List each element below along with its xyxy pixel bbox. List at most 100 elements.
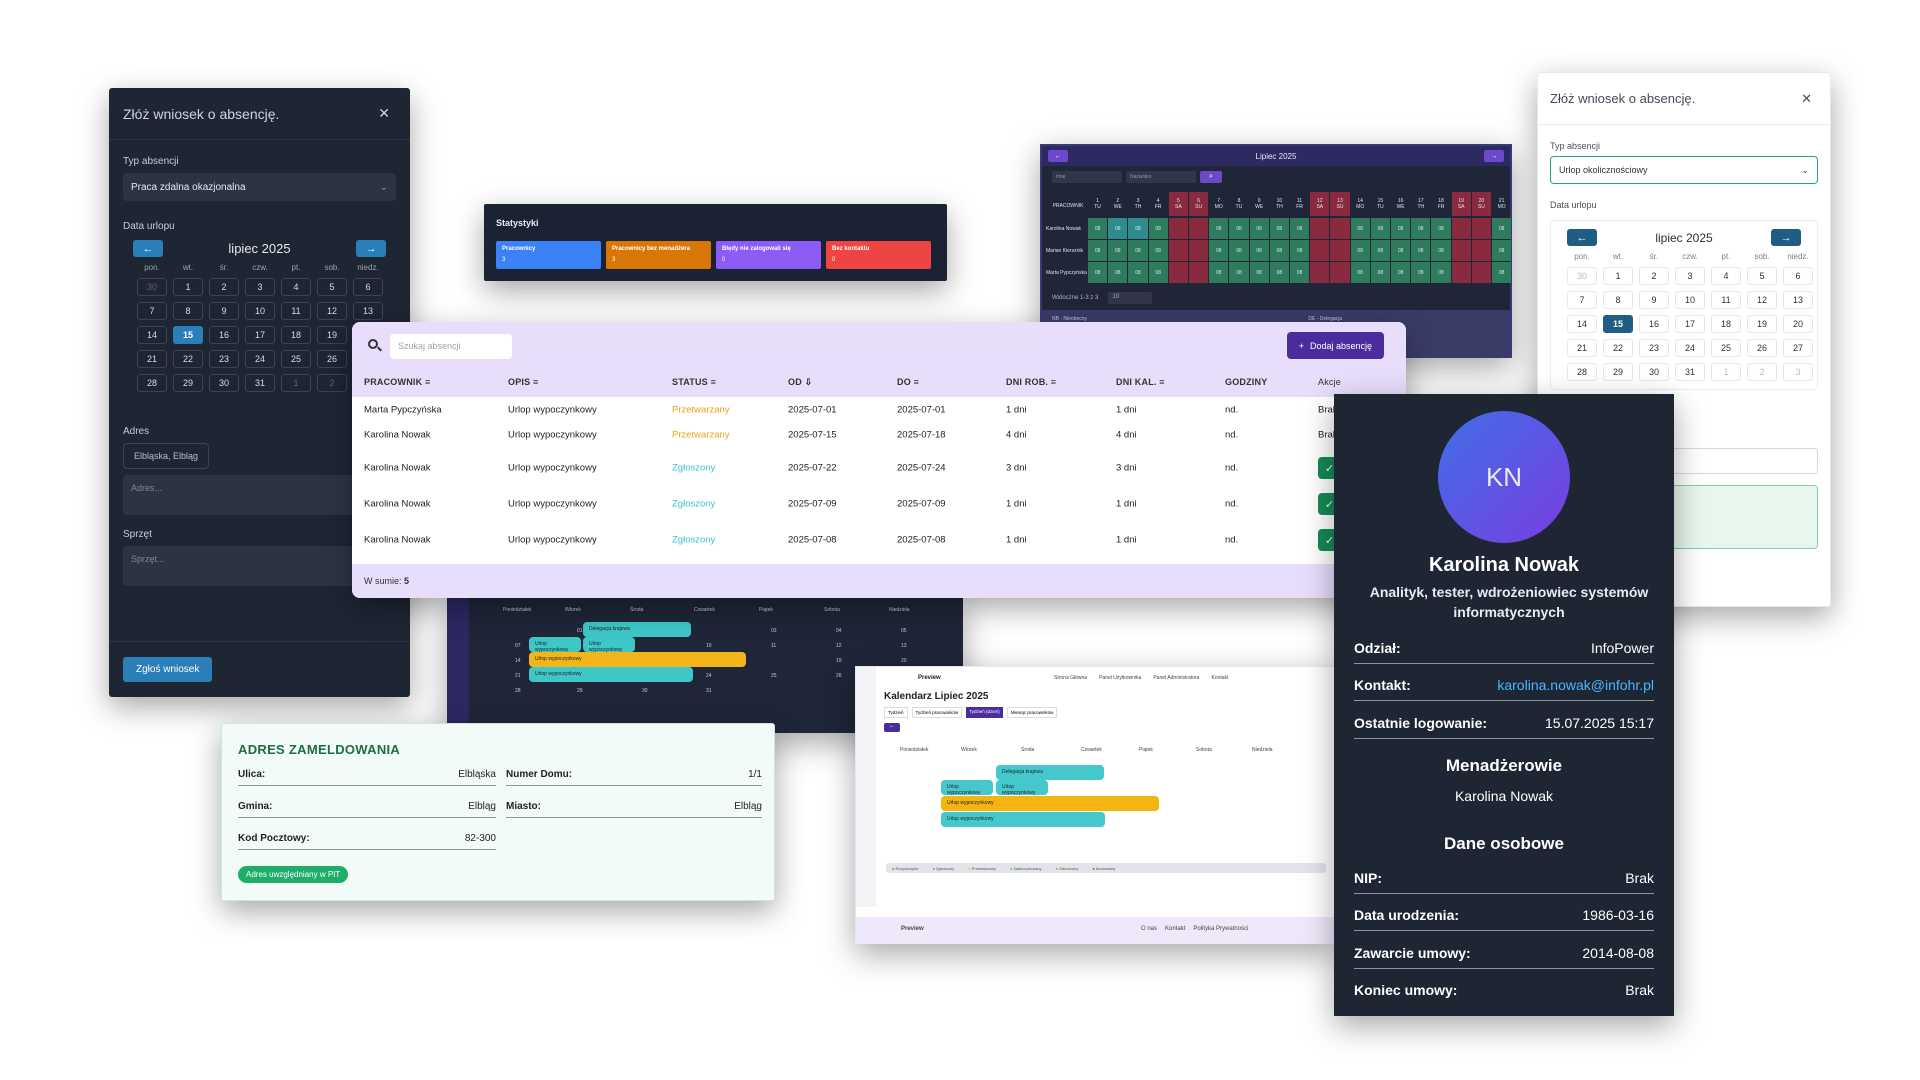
day-cell[interactable]: 11 [281, 302, 311, 320]
day-cell[interactable]: 13 [353, 302, 383, 320]
day-cell[interactable]: 08 [1492, 240, 1512, 261]
day-cell[interactable]: 08 [1128, 218, 1148, 239]
day-cell[interactable]: 4 [1711, 267, 1741, 285]
day-cell[interactable]: 08 [1088, 262, 1108, 283]
day-cell[interactable]: 08 [1431, 262, 1451, 283]
brand[interactable]: Preview [918, 675, 941, 681]
last-name-filter[interactable]: Nazwisko [1126, 171, 1196, 183]
day-cell[interactable] [1451, 240, 1471, 261]
absence-bar[interactable]: Urlop wypoczynkowy [941, 780, 993, 796]
nav-admin-panel[interactable]: Panel Administratora [1153, 675, 1200, 681]
tab-week-day[interactable]: Tydzień (dzień) [966, 707, 1003, 718]
absence-type-select[interactable]: Urlop okolicznościowy ⌄ [1550, 156, 1818, 184]
day-cell[interactable]: 30 [1639, 363, 1669, 381]
day-cell[interactable]: 24 [245, 350, 275, 368]
day-cell[interactable] [1310, 240, 1330, 261]
day-cell[interactable]: 3 [1783, 363, 1813, 381]
absence-bar[interactable]: Urlop wypoczynkowy [941, 796, 1159, 811]
day-cell[interactable]: 19 [317, 326, 347, 344]
day-cell[interactable]: 25 [1711, 339, 1741, 357]
day-cell[interactable]: 08 [1391, 218, 1411, 239]
prev-month-button[interactable]: ← [133, 240, 163, 257]
day-cell[interactable] [1168, 240, 1188, 261]
tab-employees-month[interactable]: Miesiąc pracowników [1006, 707, 1058, 718]
day-cell[interactable]: 08 [1249, 262, 1269, 283]
day-cell[interactable] [1168, 218, 1188, 239]
day-cell[interactable]: 08 [1411, 218, 1431, 239]
absence-bar[interactable]: Delegacja krajowa [996, 765, 1104, 780]
day-cell[interactable]: 5 [1747, 267, 1777, 285]
day-cell[interactable]: 1 [173, 278, 203, 296]
day-cell[interactable]: 21 [137, 350, 167, 368]
col-cal-days[interactable]: DNI KAL. ≡ [1116, 377, 1165, 387]
day-cell[interactable]: 08 [1492, 262, 1512, 283]
day-cell[interactable]: 9 [209, 302, 239, 320]
day-cell[interactable] [1189, 218, 1209, 239]
day-cell[interactable]: 16 [209, 326, 239, 344]
day-cell[interactable]: 8 [173, 302, 203, 320]
day-cell[interactable]: 08 [1148, 218, 1168, 239]
day-cell[interactable]: 23 [1639, 339, 1669, 357]
day-cell[interactable]: 08 [1108, 240, 1128, 261]
day-cell[interactable]: 17 [245, 326, 275, 344]
stat-employees[interactable]: Pracownicy 3 [496, 241, 601, 269]
day-cell[interactable]: 10 [245, 302, 275, 320]
search-icon[interactable]: ⌕ [1200, 171, 1222, 183]
submit-button[interactable]: Zgłoś wniosek [123, 657, 213, 682]
footer-link-privacy[interactable]: Polityka Prywatności [1193, 926, 1249, 932]
day-cell[interactable]: 6 [353, 278, 383, 296]
day-cell[interactable]: 27 [1783, 339, 1813, 357]
day-cell[interactable]: 22 [1603, 339, 1633, 357]
day-cell[interactable]: 30 [1567, 267, 1597, 285]
day-cell[interactable]: 14 [137, 326, 167, 344]
absence-bar[interactable]: Urlop wypoczynkowy [996, 780, 1048, 796]
day-cell[interactable]: 14 [1567, 315, 1597, 333]
address-chip[interactable]: Elbląska, Elbląg [123, 443, 210, 469]
day-cell[interactable]: 08 [1391, 240, 1411, 261]
email-link[interactable]: karolina.nowak@infohr.pl [1497, 677, 1654, 693]
footer-link-about[interactable]: O nas [1141, 926, 1158, 932]
day-cell[interactable]: 26 [1747, 339, 1777, 357]
day-cell[interactable] [1471, 262, 1491, 283]
nav-home[interactable]: Strona Główna [1054, 675, 1088, 681]
day-cell[interactable]: 25 [281, 350, 311, 368]
search-input[interactable]: Szukaj absencji [390, 334, 512, 359]
prev-week-button[interactable]: ← [884, 723, 900, 732]
day-cell[interactable]: 13 [1783, 291, 1813, 309]
first-name-filter[interactable]: Imię [1052, 171, 1122, 183]
absence-type-select[interactable]: Praca zdalna okazjonalna ⌄ [123, 173, 396, 201]
day-cell[interactable]: 08 [1290, 218, 1310, 239]
day-cell[interactable]: 08 [1128, 240, 1148, 261]
day-cell[interactable]: 29 [173, 374, 203, 392]
day-cell[interactable]: 08 [1108, 218, 1128, 239]
day-cell[interactable]: 21 [1567, 339, 1597, 357]
day-cell[interactable]: 2 [317, 374, 347, 392]
day-cell[interactable]: 08 [1350, 240, 1370, 261]
day-cell[interactable]: 30 [209, 374, 239, 392]
day-cell[interactable]: 15 [1603, 315, 1633, 333]
day-cell[interactable]: 7 [137, 302, 167, 320]
day-cell[interactable]: 9 [1639, 291, 1669, 309]
day-cell[interactable]: 08 [1209, 240, 1229, 261]
day-cell[interactable]: 08 [1249, 218, 1269, 239]
prev-month-button[interactable]: ← [1048, 150, 1068, 162]
stat-no-manager[interactable]: Pracownicy bez menadżera 3 [606, 241, 711, 269]
day-cell[interactable]: 26 [317, 350, 347, 368]
day-cell[interactable] [1310, 218, 1330, 239]
stat-not-logged[interactable]: Błędy nie zalogowali się 0 [716, 241, 821, 269]
absence-bar[interactable]: Urlop wypoczynkowy [529, 652, 746, 667]
day-cell[interactable]: 16 [1639, 315, 1669, 333]
col-to[interactable]: DO ≡ [897, 377, 920, 387]
day-cell[interactable]: 08 [1411, 262, 1431, 283]
day-cell[interactable]: 10 [1675, 291, 1705, 309]
day-cell[interactable]: 08 [1411, 240, 1431, 261]
day-cell[interactable]: 08 [1431, 218, 1451, 239]
day-cell[interactable]: 19 [1747, 315, 1777, 333]
col-from[interactable]: OD ⇩ [788, 377, 813, 387]
address-input[interactable]: Adres... [123, 475, 396, 515]
day-cell[interactable]: 08 [1209, 262, 1229, 283]
day-cell[interactable]: 08 [1128, 262, 1148, 283]
nav-contact[interactable]: Kontakt [1211, 675, 1229, 681]
day-cell[interactable] [1471, 240, 1491, 261]
page-size-select[interactable]: 10 [1108, 292, 1153, 304]
